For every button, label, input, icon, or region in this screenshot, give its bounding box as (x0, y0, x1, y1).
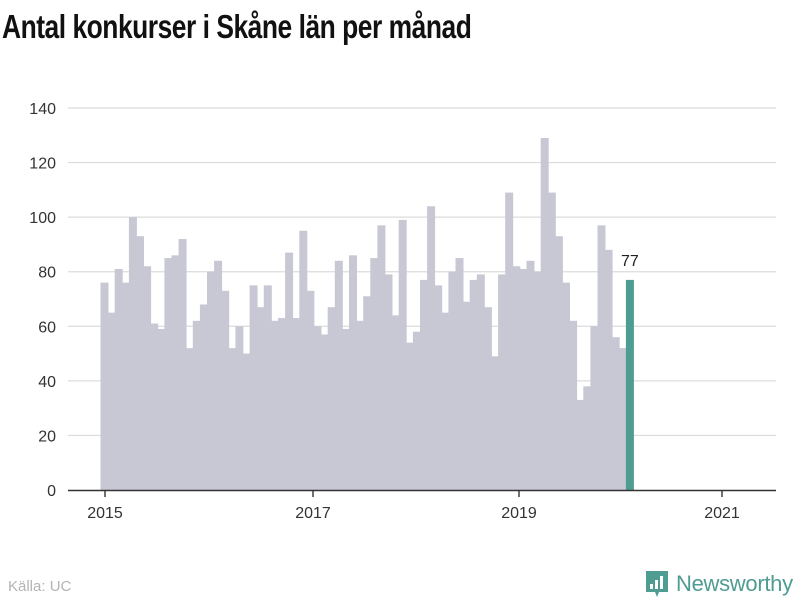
newsworthy-logo-icon (646, 571, 668, 597)
bar (278, 318, 286, 490)
bar (334, 260, 343, 490)
bar (270, 320, 279, 490)
bar (554, 236, 563, 490)
bar (526, 260, 535, 490)
y-tick-label: 100 (29, 210, 56, 227)
bar (412, 331, 421, 490)
bar (242, 353, 251, 490)
bar (540, 138, 549, 490)
bar (469, 279, 478, 490)
bar (214, 260, 223, 490)
bar (611, 337, 620, 490)
bar (519, 268, 528, 490)
bar (306, 290, 315, 490)
bar (313, 326, 322, 490)
bar (441, 312, 450, 490)
bar (228, 348, 237, 490)
bar (427, 206, 436, 490)
bar (356, 320, 365, 490)
y-tick-label: 140 (29, 101, 56, 118)
bar (327, 307, 336, 490)
x-tick-label: 2017 (295, 505, 331, 522)
bar (569, 320, 578, 490)
axes (68, 489, 776, 497)
bar (405, 342, 414, 490)
y-tick-label: 20 (38, 428, 56, 445)
bar (391, 315, 400, 490)
bar (576, 399, 585, 490)
bar (164, 258, 173, 490)
y-tick-label: 0 (47, 483, 56, 500)
bar (583, 386, 592, 490)
source-note: Källa: UC (8, 578, 72, 595)
y-tick-label: 120 (29, 156, 56, 173)
bar (121, 282, 130, 490)
bar (100, 282, 109, 490)
bar (363, 296, 372, 490)
bar (221, 290, 230, 490)
bar (618, 348, 627, 490)
bar-highlight (625, 279, 634, 490)
bar (143, 266, 152, 490)
x-tick-label: 2015 (87, 505, 123, 522)
bar (370, 258, 379, 490)
bar (491, 356, 499, 490)
bar (114, 268, 123, 490)
chart-title: Antal konkurser i Skåne län per månad (2, 8, 472, 45)
x-tick-label: 2019 (501, 505, 537, 522)
bar (483, 307, 492, 490)
bar (476, 274, 485, 490)
last-value-label: 77 (621, 253, 639, 270)
bar (604, 249, 613, 490)
bar (192, 320, 201, 490)
bar (498, 274, 507, 490)
bar (107, 312, 116, 490)
bar (590, 326, 599, 490)
bar (320, 334, 329, 490)
bar (398, 219, 407, 490)
y-tick-label: 40 (38, 374, 56, 391)
bar (178, 238, 187, 490)
bar (299, 230, 308, 491)
bar (150, 323, 159, 490)
brand-logo: Newsworthy (644, 569, 793, 599)
y-tick-label: 80 (38, 265, 56, 282)
bar (434, 285, 443, 490)
bar (136, 236, 144, 490)
bar (285, 252, 294, 490)
labels: 0 20 40 60 80 100 120 140 2015 2017 2019 2021 77 (29, 101, 740, 522)
bar (533, 271, 542, 490)
bar (249, 285, 258, 490)
bar (207, 271, 215, 490)
bar (157, 329, 166, 490)
bar (235, 326, 244, 490)
brand-name: Newsworthy (676, 571, 793, 596)
bar (462, 301, 471, 490)
bar (597, 225, 606, 491)
x-tick-label: 2021 (704, 505, 740, 522)
bar (455, 258, 464, 490)
bar (128, 217, 137, 490)
bar (562, 282, 570, 490)
bar (547, 192, 556, 491)
bar (292, 318, 301, 490)
bar (199, 304, 208, 490)
bar (448, 271, 457, 490)
bar (171, 255, 180, 490)
bar (384, 274, 393, 490)
bar (512, 266, 521, 490)
bars (100, 138, 634, 491)
bar (256, 307, 265, 490)
y-tick-label: 60 (38, 319, 56, 336)
bar (420, 279, 428, 490)
bar (377, 225, 386, 491)
bar (341, 329, 350, 490)
bar (263, 285, 272, 490)
bar (505, 192, 514, 491)
bar (349, 255, 357, 490)
bar (185, 348, 194, 490)
